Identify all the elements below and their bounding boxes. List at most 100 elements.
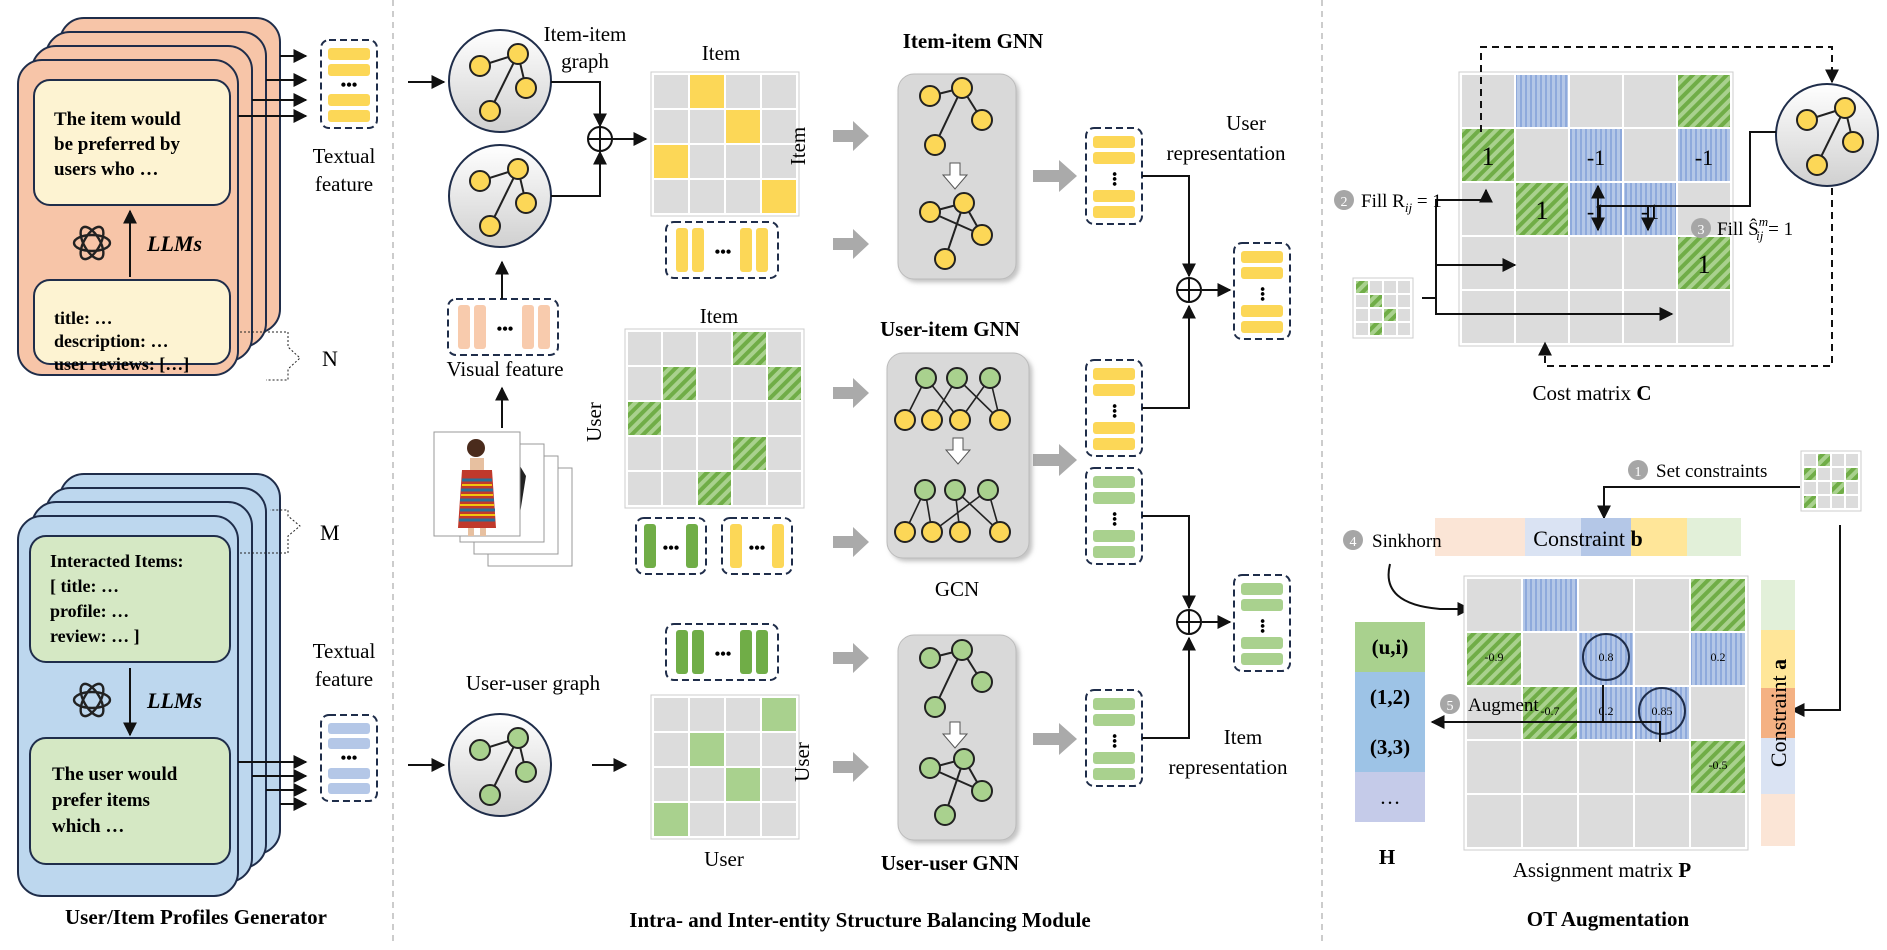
observed-matrix-cell	[1398, 281, 1410, 293]
item-item-matrix-cell	[690, 75, 724, 108]
cost-value: 1	[1536, 196, 1549, 225]
item-representation-label-2: representation	[1169, 755, 1288, 779]
constraint-source-matrix	[1800, 450, 1862, 512]
cost-matrix-cell	[1462, 291, 1514, 343]
constraint-matrix-cell	[1832, 454, 1844, 466]
constraint-matrix-cell	[1846, 496, 1858, 508]
step-3-subscript: ij	[1756, 228, 1764, 243]
user-user-matrix-cell	[762, 803, 796, 836]
user-representation-label-2: representation	[1167, 141, 1286, 165]
user-item-matrix-cell	[628, 402, 661, 435]
user-item-matrix-cell	[733, 332, 766, 365]
item-item-matrix	[650, 71, 800, 217]
selected-pair-marker	[1582, 633, 1630, 681]
user-user-matrix-cell	[726, 768, 760, 801]
observed-matrix-cell	[1356, 323, 1368, 335]
item-item-gnn-box	[897, 73, 1017, 280]
user-user-graph	[448, 713, 552, 817]
assignment-matrix-cell	[1523, 687, 1577, 739]
cost-value: -1	[1587, 145, 1605, 170]
item-prompt-line-2: be preferred by	[54, 134, 180, 155]
assignment-matrix-cell	[1635, 795, 1689, 847]
item-matrix-top-label: Item	[702, 41, 740, 65]
svg-text:•••: •••	[1254, 287, 1269, 302]
cost-matrix-cell	[1678, 291, 1730, 343]
item-embedding-icon: •••	[665, 221, 779, 279]
user-profile-stack: Interacted Items: [ title: … profile: … …	[17, 473, 281, 897]
user-item-matrix-cell	[768, 402, 801, 435]
cost-value: 1	[1482, 142, 1495, 171]
constraint-matrix-cell	[1832, 482, 1844, 494]
step-3-text: Fill Ŝ	[1717, 218, 1759, 240]
user-item-matrix-cell	[698, 367, 731, 400]
item-input-line-1: title: …	[54, 308, 112, 328]
cost-matrix-cell	[1624, 291, 1676, 343]
user-embedding-icon: •••	[665, 623, 779, 681]
user-user-matrix-cell	[690, 803, 724, 836]
h-item-2: (1,2)	[1370, 685, 1410, 709]
item-llm-label: LLMs	[146, 231, 202, 256]
item-input-box	[33, 279, 231, 365]
user-llm-label: LLMs	[146, 688, 202, 713]
user-item-matrix-cell	[768, 367, 801, 400]
cost-matrix-cell	[1624, 237, 1676, 289]
assignment-matrix-cell	[1579, 579, 1633, 631]
user-item-top-label: Item	[700, 304, 738, 328]
assignment-matrix-cell	[1579, 687, 1633, 739]
step-2-number: 2	[1341, 195, 1348, 210]
h-item-4: …	[1380, 785, 1401, 809]
assignment-matrix-cell	[1467, 795, 1521, 847]
user-count: M	[320, 520, 340, 545]
assignment-matrix-cell	[1579, 741, 1633, 793]
observed-matrix-cell	[1398, 295, 1410, 307]
visual-feature-label: Visual feature	[446, 357, 563, 381]
user-input-line-3: profile: …	[50, 601, 129, 621]
user-user-matrix-cell	[726, 733, 760, 766]
user-item-matrix-cell	[698, 437, 731, 470]
assignment-value: 0.2	[1599, 704, 1614, 718]
svg-text:Cost matrix C: Cost matrix C	[1532, 381, 1651, 405]
observed-matrix-cell	[1370, 295, 1382, 307]
item-item-matrix-cell	[726, 75, 760, 108]
observed-matrix-cell	[1356, 281, 1368, 293]
constraint-matrix-cell	[1846, 468, 1858, 480]
constraint-matrix-cell	[1818, 482, 1830, 494]
generator-caption: User/Item Profiles Generator	[65, 905, 327, 929]
cost-matrix-cell	[1462, 129, 1514, 181]
constraint-matrix-cell	[1832, 496, 1844, 508]
observed-matrix-cell	[1370, 309, 1382, 321]
user-item-matrix-cell	[768, 437, 801, 470]
assignment-matrix-cell	[1691, 741, 1745, 793]
ot-graph-icon	[1775, 83, 1879, 187]
observed-matrix-cell	[1398, 323, 1410, 335]
assignment-matrix-cell	[1635, 579, 1689, 631]
user-item-matrix-cell	[663, 437, 696, 470]
user-item-matrix-cell	[733, 367, 766, 400]
observed-matrix-cell	[1384, 323, 1396, 335]
cost-matrix-cell	[1570, 237, 1622, 289]
assignment-matrix-caption: Assignment matrix	[1513, 858, 1679, 882]
item-item-matrix-cell	[762, 180, 796, 213]
user-item-gnn-label: User-item GNN	[880, 317, 1020, 341]
item-gnn-output: •••	[1085, 127, 1143, 225]
step-2-text: Fill R	[1361, 191, 1405, 212]
constraint-matrix-cell	[1818, 468, 1830, 480]
ot-caption: OT Augmentation	[1527, 907, 1690, 931]
cost-value: -1	[1641, 199, 1659, 224]
cost-matrix-cell	[1624, 75, 1676, 127]
user-user-matrix-cell	[762, 768, 796, 801]
cost-matrix-cell	[1678, 237, 1730, 289]
step-5-text: Augment	[1468, 695, 1539, 716]
user-item-matrix-cell	[628, 437, 661, 470]
item-item-matrix-cell	[690, 110, 724, 143]
observed-matrix-cell	[1384, 295, 1396, 307]
observed-matrix-cell	[1370, 281, 1382, 293]
item-item-matrix-cell	[654, 145, 688, 178]
item-item-graph-a	[448, 29, 552, 133]
user-item-matrix-cell	[768, 332, 801, 365]
item-profile-stack: The item would be preferred by users who…	[17, 17, 281, 376]
user-user-matrix-cell	[654, 698, 688, 731]
step-1-text: Set constraints	[1656, 461, 1767, 482]
constraint-matrix-cell	[1804, 454, 1816, 466]
